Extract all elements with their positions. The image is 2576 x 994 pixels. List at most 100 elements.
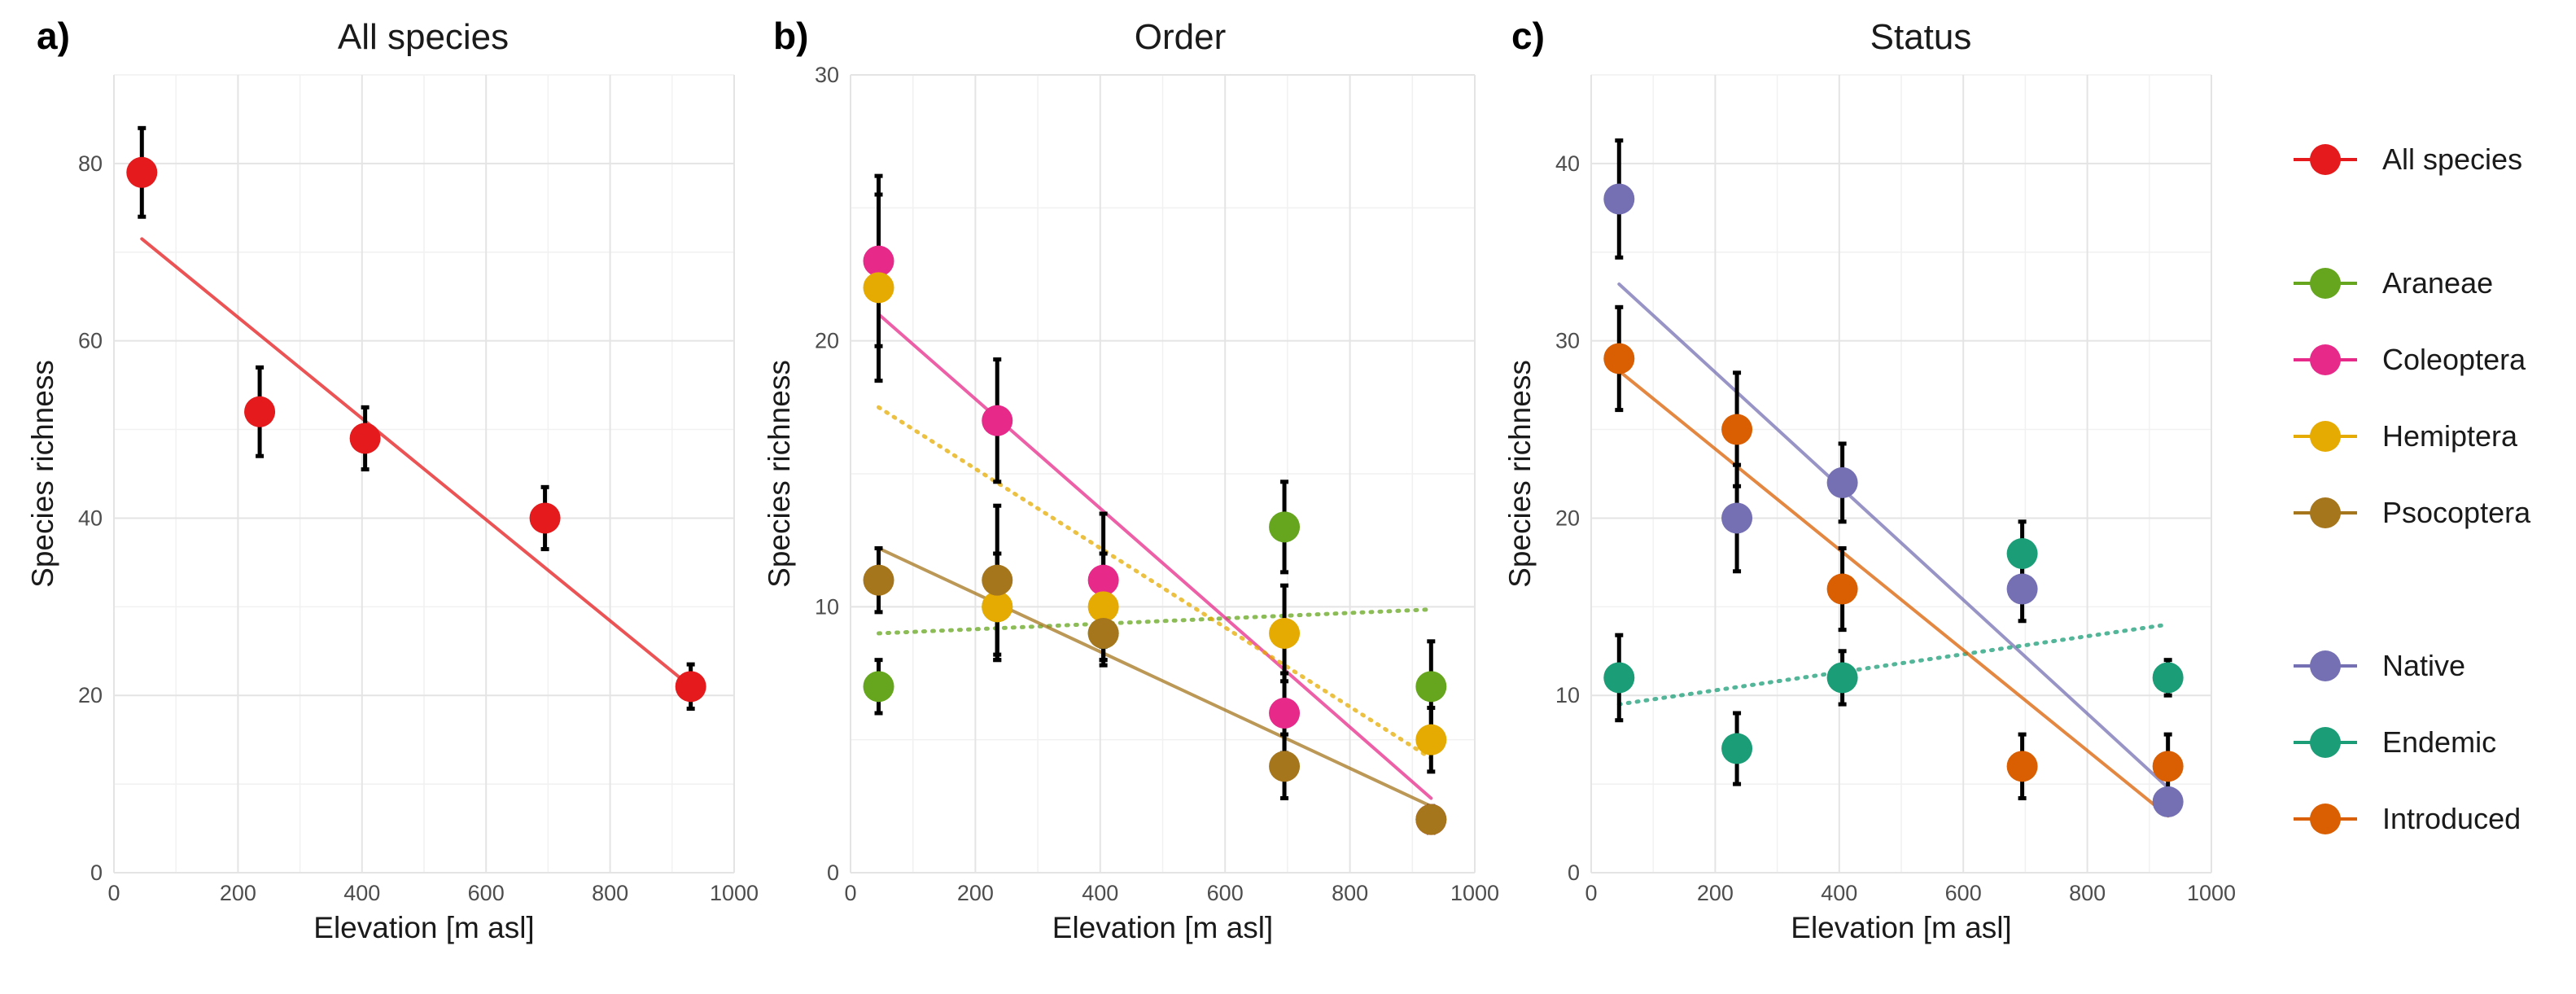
y-tick-label: 20: [1555, 506, 1580, 530]
data-point-araneae: [1415, 671, 1447, 703]
x-axis-title: Elevation [m asl]: [313, 911, 534, 944]
trend-line-all-species: [140, 237, 693, 689]
legend-key-point: [2310, 268, 2341, 299]
legend-key-point: [2310, 727, 2341, 758]
y-tick-label: 30: [815, 63, 839, 87]
y-tick-label: 60: [78, 329, 103, 353]
data-point-all-species: [349, 423, 381, 454]
x-tick-label: 400: [1082, 881, 1118, 905]
data-point-introduced: [2152, 751, 2184, 782]
y-tick-label: 0: [90, 860, 103, 885]
legend-label: Endemic: [2382, 725, 2496, 759]
y-axis-title: Species richness: [26, 360, 59, 588]
x-tick-label: 800: [592, 881, 628, 905]
data-point-hemiptera: [863, 272, 894, 304]
x-tick-label: 400: [1821, 881, 1857, 905]
data-point-endemic: [1826, 662, 1858, 694]
data-point-coleoptera: [863, 245, 894, 277]
panel-title: Order: [1135, 17, 1226, 57]
panel-title: All species: [338, 17, 509, 57]
y-axis-title: Species richness: [763, 360, 796, 588]
y-tick-label: 0: [1568, 860, 1580, 885]
x-tick-label: 600: [1945, 881, 1982, 905]
legend-key-point: [2310, 804, 2341, 834]
x-tick-label: 1000: [1450, 881, 1499, 905]
x-tick-label: 0: [1585, 881, 1597, 905]
x-tick-label: 600: [468, 881, 505, 905]
trend-line-native: [1617, 282, 2170, 790]
legend-key-point: [2310, 497, 2341, 528]
legend-key-point: [2310, 421, 2341, 452]
y-tick-label: 10: [1555, 683, 1580, 707]
legend-label: All species: [2382, 142, 2522, 176]
legend-key-point: [2310, 344, 2341, 375]
data-point-native: [1603, 183, 1635, 215]
data-point-endemic: [1721, 733, 1753, 764]
data-point-all-species: [126, 156, 158, 188]
legend-label: Hemiptera: [2382, 419, 2518, 453]
y-tick-label: 10: [815, 594, 839, 619]
y-tick-label: 80: [78, 151, 103, 176]
legend: All species Araneae Coleoptera Hemiptera Pso…: [2294, 142, 2531, 835]
trend-line-endemic: [1616, 622, 2171, 707]
legend-label: Araneae: [2382, 266, 2493, 300]
y-axis-title: Species richness: [1503, 360, 1537, 588]
x-axis-title: Elevation [m asl]: [1791, 911, 2011, 944]
trend-line-araneae: [877, 607, 1433, 636]
data-point-hemiptera: [982, 591, 1013, 623]
trend-line-introduced: [1617, 369, 2170, 818]
data-point-psocoptera: [863, 564, 894, 596]
x-tick-label: 200: [220, 881, 256, 905]
legend-key-point: [2310, 650, 2341, 681]
x-tick-label: 800: [1332, 881, 1368, 905]
data-point-endemic: [2006, 538, 2038, 569]
data-point-coleoptera: [982, 405, 1013, 436]
panel-letter: b): [773, 15, 808, 57]
x-tick-label: 200: [957, 881, 994, 905]
y-tick-label: 30: [1555, 329, 1580, 353]
data-point-psocoptera: [1269, 751, 1301, 782]
data-point-introduced: [1826, 573, 1858, 605]
data-point-endemic: [1603, 662, 1635, 694]
x-tick-label: 1000: [710, 881, 759, 905]
x-tick-label: 0: [107, 881, 120, 905]
x-tick-label: 400: [343, 881, 380, 905]
data-point-native: [1721, 502, 1753, 534]
data-point-hemiptera: [1269, 618, 1301, 649]
data-point-psocoptera: [1415, 804, 1447, 835]
data-point-psocoptera: [1087, 618, 1119, 649]
legend-label: Introduced: [2382, 802, 2521, 835]
data-point-araneae: [863, 671, 894, 703]
y-tick-label: 20: [815, 329, 839, 353]
data-point-native: [2006, 573, 2038, 605]
y-tick-label: 40: [78, 506, 103, 530]
x-tick-label: 0: [844, 881, 856, 905]
x-tick-label: 800: [2069, 881, 2106, 905]
panel-c: 0 200 400 600 800 1000 0 10 20 30 40 c) Status Elevat…: [1503, 15, 2236, 944]
data-point-all-species: [244, 396, 276, 427]
x-axis-title: Elevation [m asl]: [1052, 911, 1273, 944]
y-tick-label: 20: [78, 683, 103, 707]
legend-label: Psocoptera: [2382, 496, 2531, 529]
y-tick-label: 40: [1555, 151, 1580, 176]
panel-a: 0 200 400 600 800 1000 0 20 40 60 80 a) All species E…: [26, 15, 759, 944]
data-point-endemic: [2152, 662, 2184, 694]
x-tick-label: 1000: [2187, 881, 2236, 905]
data-point-native: [1826, 466, 1858, 498]
data-point-coleoptera: [1087, 564, 1119, 596]
data-point-introduced: [1721, 414, 1753, 445]
data-point-native: [2152, 786, 2184, 817]
data-point-introduced: [1603, 343, 1635, 374]
data-point-coleoptera: [1269, 698, 1301, 729]
legend-label: Native: [2382, 649, 2465, 682]
trend-line-psocoptera: [877, 546, 1433, 808]
panel-b: 0 200 400 600 800 1000 0 10 20 30 b) Order Elevation…: [763, 15, 1499, 944]
data-point-introduced: [2006, 751, 2038, 782]
data-point-hemiptera: [1415, 724, 1447, 755]
x-tick-label: 200: [1697, 881, 1734, 905]
data-point-hemiptera: [1087, 591, 1119, 623]
data-point-araneae: [1269, 511, 1301, 543]
x-tick-label: 600: [1207, 881, 1244, 905]
data-point-psocoptera: [982, 564, 1013, 596]
